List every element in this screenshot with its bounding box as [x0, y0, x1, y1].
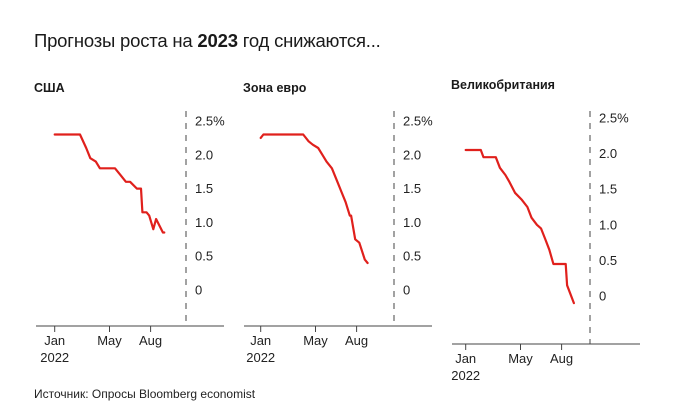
series-line [466, 150, 574, 303]
x-tick-year-label: 2022 [451, 368, 480, 383]
y-tick-label: 0.5 [599, 253, 617, 268]
y-tick-label: 2.5% [599, 111, 629, 126]
x-tick-label: May [508, 351, 533, 366]
source-note: Источник: Опросы Bloomberg economist [34, 387, 255, 401]
y-tick-label: 0 [599, 289, 606, 304]
y-tick-label: 1.0 [599, 217, 617, 232]
chart-uk: 0 0.5 1.0 1.5 2.0 2.5% Jan 2022 May Aug [0, 0, 675, 409]
x-tick-label: Jan [455, 351, 476, 366]
y-tick-label: 1.5 [599, 182, 617, 197]
x-tick-label: Aug [550, 351, 573, 366]
y-tick-label: 2.0 [599, 146, 617, 161]
